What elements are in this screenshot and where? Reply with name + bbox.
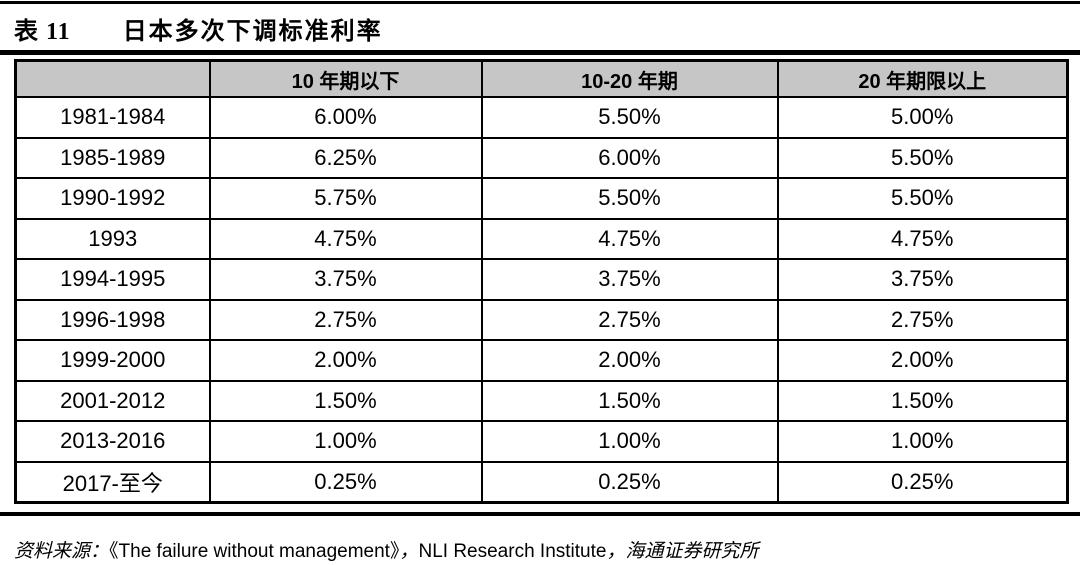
rate-cell: 5.50%	[480, 177, 779, 220]
period-cell: 1993	[14, 217, 211, 260]
table-row: 2001-2012 1.50% 1.50% 1.50%	[14, 379, 1069, 422]
rate-cell: 6.25%	[208, 136, 483, 179]
column-header-over-20y: 20 年期限以上	[776, 59, 1069, 98]
rate-cell: 2.00%	[208, 339, 483, 382]
source-separator: ，	[606, 541, 626, 562]
rate-cell: 0.25%	[776, 460, 1069, 504]
rate-cell: 5.00%	[776, 96, 1069, 139]
period-cell: 1985-1989	[14, 136, 211, 179]
table-row: 1999-2000 2.00% 2.00% 2.00%	[14, 339, 1069, 382]
caption-divider	[0, 50, 1080, 55]
table-row: 1985-1989 6.25% 6.00% 5.50%	[14, 136, 1069, 179]
rate-cell: 2.00%	[776, 339, 1069, 382]
rate-cell: 3.75%	[208, 258, 483, 301]
rate-cell: 0.25%	[480, 460, 779, 504]
period-cell: 1981-1984	[14, 96, 211, 139]
rate-cell: 1.50%	[776, 379, 1069, 422]
rate-cell: 2.00%	[480, 339, 779, 382]
rate-cell: 5.50%	[776, 177, 1069, 220]
rate-cell: 3.75%	[776, 258, 1069, 301]
source-line: 资料来源：《The failure without management》，NL…	[14, 539, 1064, 565]
rate-cell: 5.50%	[776, 136, 1069, 179]
period-cell: 2013-2016	[14, 420, 211, 463]
source-separator: ，	[399, 541, 419, 562]
table-row: 1981-1984 6.00% 5.50% 5.00%	[14, 96, 1069, 139]
rate-cell: 5.75%	[208, 177, 483, 220]
table-row: 1990-1992 5.75% 5.50% 5.50%	[14, 177, 1069, 220]
rate-cell: 4.75%	[480, 217, 779, 260]
table-title: 日本多次下调标准利率	[122, 18, 383, 45]
period-cell: 2017-至今	[14, 460, 211, 504]
rate-cell: 4.75%	[776, 217, 1069, 260]
column-header-10-20y: 10-20 年期	[480, 59, 779, 98]
interest-rate-table: 10 年期以下 10-20 年期 20 年期限以上 1981-1984 6.00…	[14, 59, 1069, 504]
period-cell: 1990-1992	[14, 177, 211, 220]
rate-cell: 1.00%	[776, 420, 1069, 463]
table-row: 1996-1998 2.75% 2.75% 2.75%	[14, 298, 1069, 341]
rate-cell: 5.50%	[480, 96, 779, 139]
column-header-period	[14, 59, 211, 98]
rate-cell: 0.25%	[208, 460, 483, 504]
table-number: 表 11	[14, 18, 71, 45]
rate-cell: 1.50%	[208, 379, 483, 422]
table-bottom-divider	[0, 512, 1080, 516]
period-cell: 1999-2000	[14, 339, 211, 382]
header-row: 10 年期以下 10-20 年期 20 年期限以上	[14, 59, 1069, 98]
table-body: 1981-1984 6.00% 5.50% 5.00% 1985-1989 6.…	[14, 96, 1069, 504]
rate-cell: 2.75%	[480, 298, 779, 341]
table-row: 2013-2016 1.00% 1.00% 1.00%	[14, 420, 1069, 463]
period-cell: 1996-1998	[14, 298, 211, 341]
rate-cell: 3.75%	[480, 258, 779, 301]
period-cell: 1994-1995	[14, 258, 211, 301]
top-divider	[0, 1, 1080, 4]
source-organization: 海通证券研究所	[625, 541, 759, 562]
rate-cell: 6.00%	[480, 136, 779, 179]
rate-cell: 1.00%	[480, 420, 779, 463]
table-header: 10 年期以下 10-20 年期 20 年期限以上	[14, 59, 1069, 98]
table-row: 1993 4.75% 4.75% 4.75%	[14, 217, 1069, 260]
source-prefix: 资料来源：	[14, 541, 110, 562]
table-row: 1994-1995 3.75% 3.75% 3.75%	[14, 258, 1069, 301]
rate-cell: 6.00%	[208, 96, 483, 139]
rate-cell: 2.75%	[776, 298, 1069, 341]
rate-cell: 4.75%	[208, 217, 483, 260]
source-book-title: 《The failure without management》	[109, 541, 400, 562]
rate-cell: 2.75%	[208, 298, 483, 341]
table-row: 2017-至今 0.25% 0.25% 0.25%	[14, 460, 1069, 504]
rate-cell: 1.00%	[208, 420, 483, 463]
period-cell: 2001-2012	[14, 379, 211, 422]
rate-cell: 1.50%	[480, 379, 779, 422]
column-header-under-10y: 10 年期以下	[208, 59, 483, 98]
source-institute: NLI Research Institute	[418, 541, 607, 562]
table-caption: 表 11 日本多次下调标准利率	[14, 8, 383, 48]
